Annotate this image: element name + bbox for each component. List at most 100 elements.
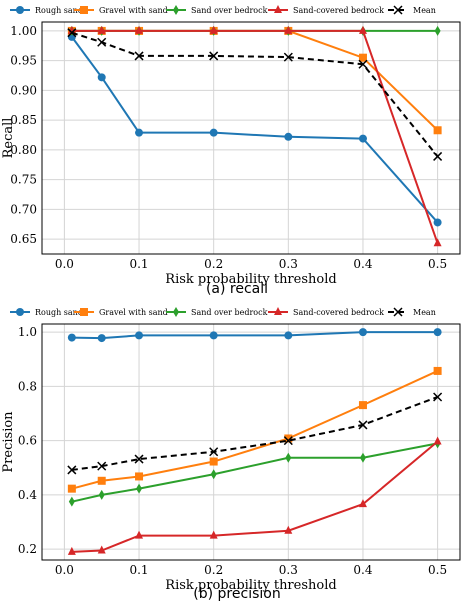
data-point-mean (358, 420, 368, 430)
data-point-rough-sand (67, 333, 76, 342)
legend-label: Sand-covered bedrock (293, 6, 384, 15)
data-point-sand-covered-bedrock (97, 545, 106, 554)
y-tick-label: 1.00 (10, 24, 37, 38)
legend-label: Rough sand (35, 6, 83, 15)
y-axis-label: Recall (1, 118, 16, 159)
legend: Rough sand Gravel with sand Sand over bedr… (10, 307, 436, 317)
legend-marker (16, 6, 24, 14)
data-point-rough-sand (209, 331, 218, 340)
data-point-sand-over-bedrock (136, 483, 143, 494)
data-point-sand-covered-bedrock (135, 530, 144, 539)
data-point-gravel-with-sand (67, 484, 76, 493)
precision-chart: 0.0 0.1 0.2 0.3 0.4 0.5 0.2 0.4 0.6 0.8 1.0 Risk pr… (1, 307, 461, 593)
caption-recall: (a) recall (205, 281, 269, 297)
x-tick-label: 0.0 (55, 563, 74, 577)
y-tick-label: 0.8 (18, 379, 37, 393)
plot-frame (41, 21, 461, 255)
x-tick-label: 0.4 (353, 257, 372, 271)
y-tick-label: 0.70 (10, 202, 37, 216)
data-point-gravel-with-sand (358, 401, 367, 410)
legend-label: Mean (413, 6, 436, 15)
data-point-mean (67, 465, 77, 475)
series-line-mean (71, 31, 439, 158)
y-tick-label: 0.85 (10, 113, 37, 127)
data-point-sand-covered-bedrock (433, 238, 442, 247)
data-point-sand-covered-bedrock (284, 525, 293, 534)
caption-precision: (b) precision (193, 586, 281, 602)
data-point-rough-sand (358, 328, 367, 337)
x-tick-label: 0.2 (204, 563, 223, 577)
data-point-sand-covered-bedrock (209, 25, 218, 34)
x-tick-label: 0.5 (428, 257, 447, 271)
data-point-sand-covered-bedrock (135, 25, 144, 34)
data-point-gravel-with-sand (97, 476, 106, 485)
x-tick-label: 0.1 (129, 257, 148, 271)
legend-marker (393, 5, 403, 15)
data-point-rough-sand (284, 132, 293, 141)
legend-label: Gravel with sand (99, 6, 168, 15)
legend-marker (173, 307, 179, 317)
series-line-mean (71, 396, 438, 471)
series-line-sand-covered-bedrock (71, 29, 439, 244)
data-point-sand-covered-bedrock (209, 530, 218, 539)
data-point-mean (283, 436, 293, 446)
data-point-sand-over-bedrock (434, 25, 441, 36)
x-tick-label: 0.3 (279, 563, 298, 577)
y-tick-label: 0.65 (10, 232, 37, 246)
legend: Rough sand Gravel with sand Sand over bedr… (10, 5, 436, 15)
y-tick-label: 1.0 (18, 325, 37, 339)
data-point-gravel-with-sand (135, 472, 144, 481)
data-point-sand-covered-bedrock (67, 25, 76, 34)
series-line-rough-sand (71, 331, 438, 340)
y-tick-label: 0.95 (10, 54, 37, 68)
x-axis-label: Risk probability threshold (165, 578, 336, 593)
legend-marker (393, 307, 403, 317)
data-point-gravel-with-sand (209, 457, 218, 466)
data-point-mean (358, 59, 368, 69)
data-point-gravel-with-sand (358, 53, 367, 62)
legend-marker (16, 308, 24, 316)
legend-label: Mean (413, 308, 436, 317)
legend-label: Gravel with sand (99, 308, 168, 317)
y-axis-label: Precision (1, 411, 16, 473)
x-tick-label: 0.3 (279, 257, 298, 271)
y-tick-label: 0.4 (18, 488, 37, 502)
data-point-sand-covered-bedrock (97, 25, 106, 34)
legend-marker (274, 5, 282, 13)
data-point-mean (97, 461, 107, 471)
series-line-sand-over-bedrock (71, 442, 438, 503)
data-point-rough-sand (284, 331, 293, 340)
y-tick-label: 0.2 (18, 542, 37, 556)
data-point-rough-sand (97, 334, 106, 343)
data-point-mean (433, 151, 443, 161)
data-point-sand-covered-bedrock (433, 436, 442, 445)
data-point-mean (433, 392, 443, 402)
legend-label: Sand over bedrock (191, 6, 268, 15)
data-point-mean (283, 52, 293, 62)
x-tick-label: 0.1 (129, 563, 148, 577)
data-point-sand-over-bedrock (68, 496, 75, 507)
y-tick-label: 0.6 (18, 434, 37, 448)
data-point-sand-over-bedrock (359, 452, 366, 463)
legend-label: Sand-covered bedrock (293, 308, 384, 317)
data-point-sand-over-bedrock (285, 452, 292, 463)
y-tick-label: 0.75 (10, 173, 37, 187)
series-line-sand-covered-bedrock (71, 440, 439, 553)
data-point-sand-covered-bedrock (284, 25, 293, 34)
data-point-rough-sand (97, 73, 106, 82)
x-tick-label: 0.5 (428, 563, 447, 577)
legend-marker (80, 6, 88, 14)
data-point-mean (67, 28, 77, 38)
legend-marker (274, 307, 282, 315)
legend-marker (173, 5, 179, 15)
y-tick-label: 0.90 (10, 83, 37, 97)
x-axis-label: Risk probability threshold (165, 272, 336, 287)
recall-chart: 0.0 0.1 0.2 0.3 0.4 0.5 0.65 0.70 0.75 0.80 0.85 0.… (1, 5, 461, 287)
data-point-sand-over-bedrock (210, 469, 217, 480)
data-point-sand-over-bedrock (98, 489, 105, 500)
data-point-mean (134, 51, 144, 61)
data-point-rough-sand (135, 128, 144, 137)
data-point-rough-sand (135, 331, 144, 340)
series-line-gravel-with-sand (71, 370, 439, 490)
